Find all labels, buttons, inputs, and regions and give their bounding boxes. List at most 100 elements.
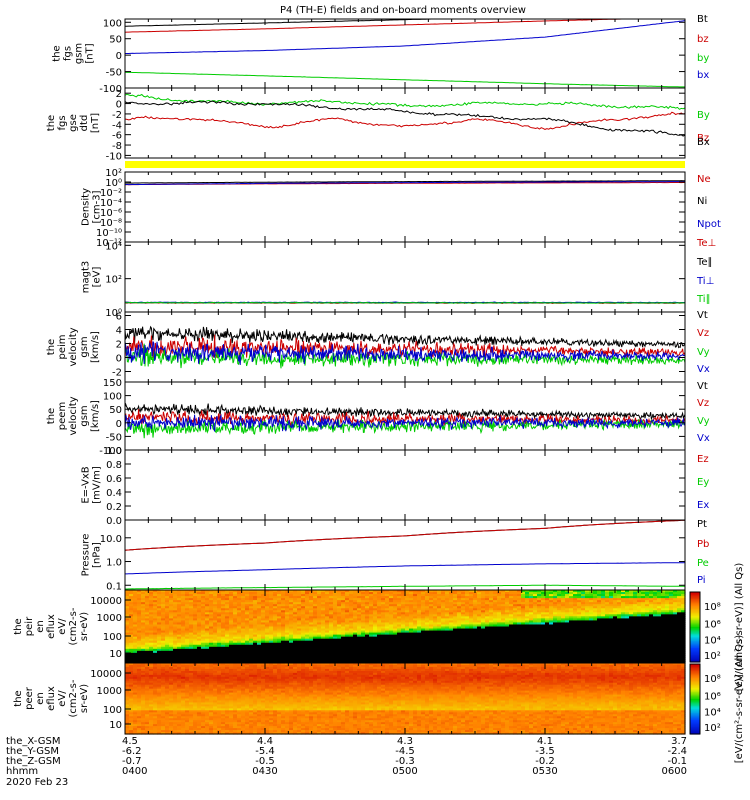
heat-cell <box>541 622 546 626</box>
heat-cell <box>133 632 138 636</box>
heat-cell <box>277 638 282 642</box>
heat-cell <box>493 654 498 658</box>
heat-cell <box>429 644 434 648</box>
heat-cell <box>333 600 338 603</box>
heat-cell <box>353 612 358 615</box>
heat-cell <box>357 638 362 642</box>
heat-cell <box>437 600 442 603</box>
heat-cell <box>157 594 162 597</box>
heat-cell <box>445 602 450 605</box>
heat-cell <box>177 620 182 624</box>
heat-cell <box>297 642 302 646</box>
heat-cell <box>381 658 386 662</box>
heat-cell <box>301 658 306 662</box>
heat-cell <box>481 624 486 628</box>
heat-cell <box>289 640 294 644</box>
heat-cell <box>429 614 434 617</box>
heat-cell <box>525 630 530 634</box>
heat-cell <box>585 592 590 595</box>
heat-cell <box>569 624 574 628</box>
heat-cell <box>173 658 178 662</box>
heat-cell <box>581 604 586 607</box>
heat-cell <box>253 612 258 615</box>
heat-cell <box>333 602 338 605</box>
heat-cell <box>329 614 334 617</box>
heat-cell <box>513 598 518 601</box>
heat-cell <box>233 654 238 658</box>
heat-cell <box>497 634 502 638</box>
heat-cell <box>533 644 538 648</box>
heat-cell <box>125 656 130 660</box>
heat-cell <box>529 626 534 630</box>
heat-cell <box>529 654 534 658</box>
heat-cell <box>257 626 262 630</box>
heat-cell <box>505 654 510 658</box>
heat-cell <box>445 632 450 636</box>
heat-cell <box>469 634 474 638</box>
heat-cell <box>201 646 206 650</box>
heat-cell <box>213 606 218 609</box>
series-Vt-line <box>125 402 685 421</box>
heat-cell <box>217 598 222 601</box>
heat-cell <box>517 638 522 642</box>
heat-cell <box>525 598 530 601</box>
heat-cell <box>209 604 214 607</box>
heat-cell <box>481 610 486 613</box>
heat-cell <box>189 642 194 646</box>
heat-cell <box>165 648 170 652</box>
heat-cell <box>337 652 342 656</box>
heat-cell <box>165 606 170 609</box>
heat-cell <box>381 606 386 609</box>
heat-cell <box>573 636 578 640</box>
heat-cell <box>589 600 594 603</box>
heat-cell <box>169 596 174 599</box>
heat-cell <box>481 630 486 634</box>
heat-cell <box>153 628 158 632</box>
heat-cell <box>277 646 282 650</box>
heat-cell <box>333 650 338 654</box>
heat-cell <box>549 608 554 611</box>
heat-cell <box>273 644 278 648</box>
heat-cell <box>521 660 526 664</box>
heat-cell <box>461 642 466 646</box>
heat-cell <box>197 660 202 664</box>
heat-cell <box>341 620 346 624</box>
heat-cell <box>529 596 534 599</box>
heat-cell <box>361 646 366 650</box>
heat-cell <box>157 612 162 615</box>
heat-cell <box>561 640 566 644</box>
heat-cell <box>421 628 426 632</box>
heat-cell <box>165 638 170 642</box>
heat-cell <box>345 604 350 607</box>
heat-cell <box>585 634 590 638</box>
heat-cell <box>349 602 354 605</box>
heat-cell <box>345 644 350 648</box>
heat-cell <box>313 618 318 622</box>
heat-cell <box>149 620 154 624</box>
heat-cell <box>189 620 194 624</box>
heat-cell <box>417 622 422 626</box>
heat-cell <box>205 642 210 646</box>
heat-cell <box>213 604 218 607</box>
heat-cell <box>297 652 302 656</box>
heat-cell <box>473 626 478 630</box>
heat-cell <box>577 658 582 662</box>
heat-cell <box>221 656 226 660</box>
heat-cell <box>209 606 214 609</box>
heat-cell <box>269 606 274 609</box>
heat-cell <box>357 628 362 632</box>
heat-cell <box>465 660 470 664</box>
series-Ti∥-line <box>125 301 685 304</box>
y-tick-label: 10⁴ <box>105 241 122 252</box>
heat-cell <box>301 638 306 642</box>
heat-cell <box>313 600 318 603</box>
heat-cell <box>161 634 166 638</box>
heat-cell <box>441 654 446 658</box>
legend-Pt: Pt <box>697 519 707 530</box>
heat-cell <box>293 626 298 630</box>
heat-cell <box>265 644 270 648</box>
heat-cell <box>321 608 326 611</box>
heat-cell <box>349 632 354 636</box>
heat-cell <box>169 624 174 628</box>
heat-cell <box>325 600 330 603</box>
